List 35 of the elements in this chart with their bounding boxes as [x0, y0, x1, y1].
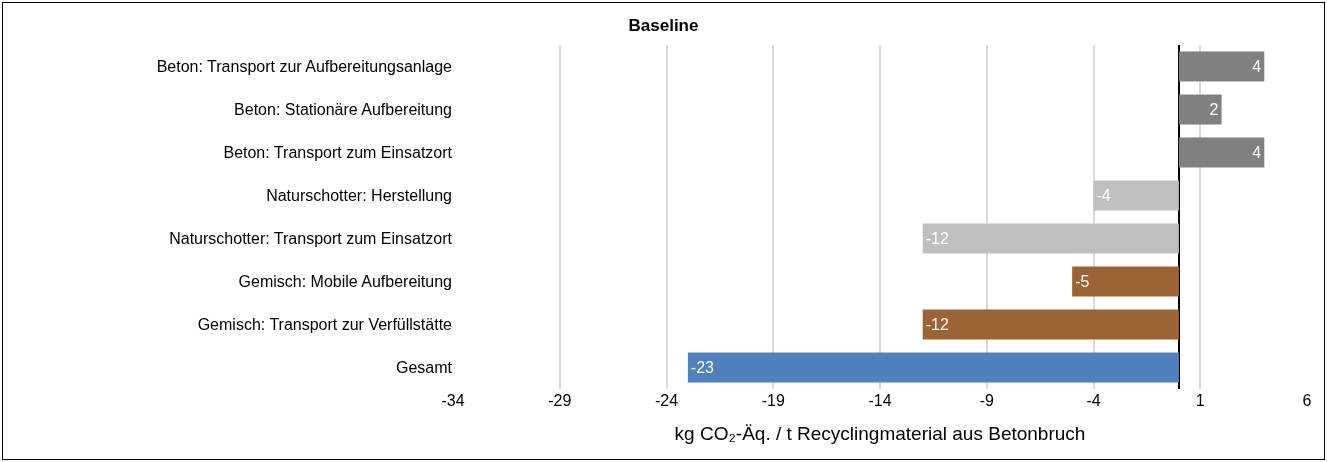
y-tick-label: Beton: Transport zum Einsatzort: [223, 144, 453, 162]
data-label: -12: [925, 316, 949, 333]
data-label: -5: [1075, 273, 1090, 290]
y-tick-label: Gemisch: Mobile Aufbereitung: [238, 273, 452, 291]
x-tick-label: -19: [761, 392, 785, 409]
data-label: -12: [925, 230, 949, 247]
bar: [922, 223, 1179, 254]
data-label: 2: [1209, 101, 1219, 118]
data-label: -4: [1096, 187, 1111, 204]
bar: [1178, 137, 1265, 168]
x-tick-label: -9: [979, 392, 994, 409]
bar: [922, 309, 1179, 340]
data-label: 4: [1252, 58, 1262, 75]
data-label: -23: [690, 359, 715, 376]
x-tick-label: -14: [868, 392, 892, 409]
bar: [1178, 51, 1265, 82]
chart-title: Baseline: [628, 15, 699, 35]
y-tick-label: Beton: Transport zur Aufbereitungsanlage: [156, 58, 453, 76]
bar: [687, 352, 1179, 383]
y-tick-label: Beton: Stationäre Aufbereitung: [234, 101, 452, 119]
y-tick-label: Naturschotter: Herstellung: [266, 187, 452, 205]
x-tick-label: -4: [1086, 392, 1101, 409]
bar: [1072, 266, 1179, 297]
y-tick-label: Gesamt: [395, 359, 453, 377]
x-tick-label: 1: [1195, 392, 1205, 409]
data-label: 4: [1252, 144, 1262, 161]
y-tick-label: Naturschotter: Transport zum Einsatzort: [169, 230, 453, 248]
x-axis-title: kg CO₂-Äq. / t Recyclingmaterial aus Betonbruch: [674, 422, 1086, 444]
x-tick-label: -29: [548, 392, 572, 409]
bar: [1178, 94, 1222, 125]
x-tick-label: -24: [654, 392, 679, 409]
y-tick-label: Gemisch: Transport zur Verfüllstätte: [197, 316, 453, 334]
x-tick-label: -34: [441, 392, 465, 409]
x-tick-label: 6: [1302, 392, 1312, 409]
bar: [1093, 180, 1179, 211]
